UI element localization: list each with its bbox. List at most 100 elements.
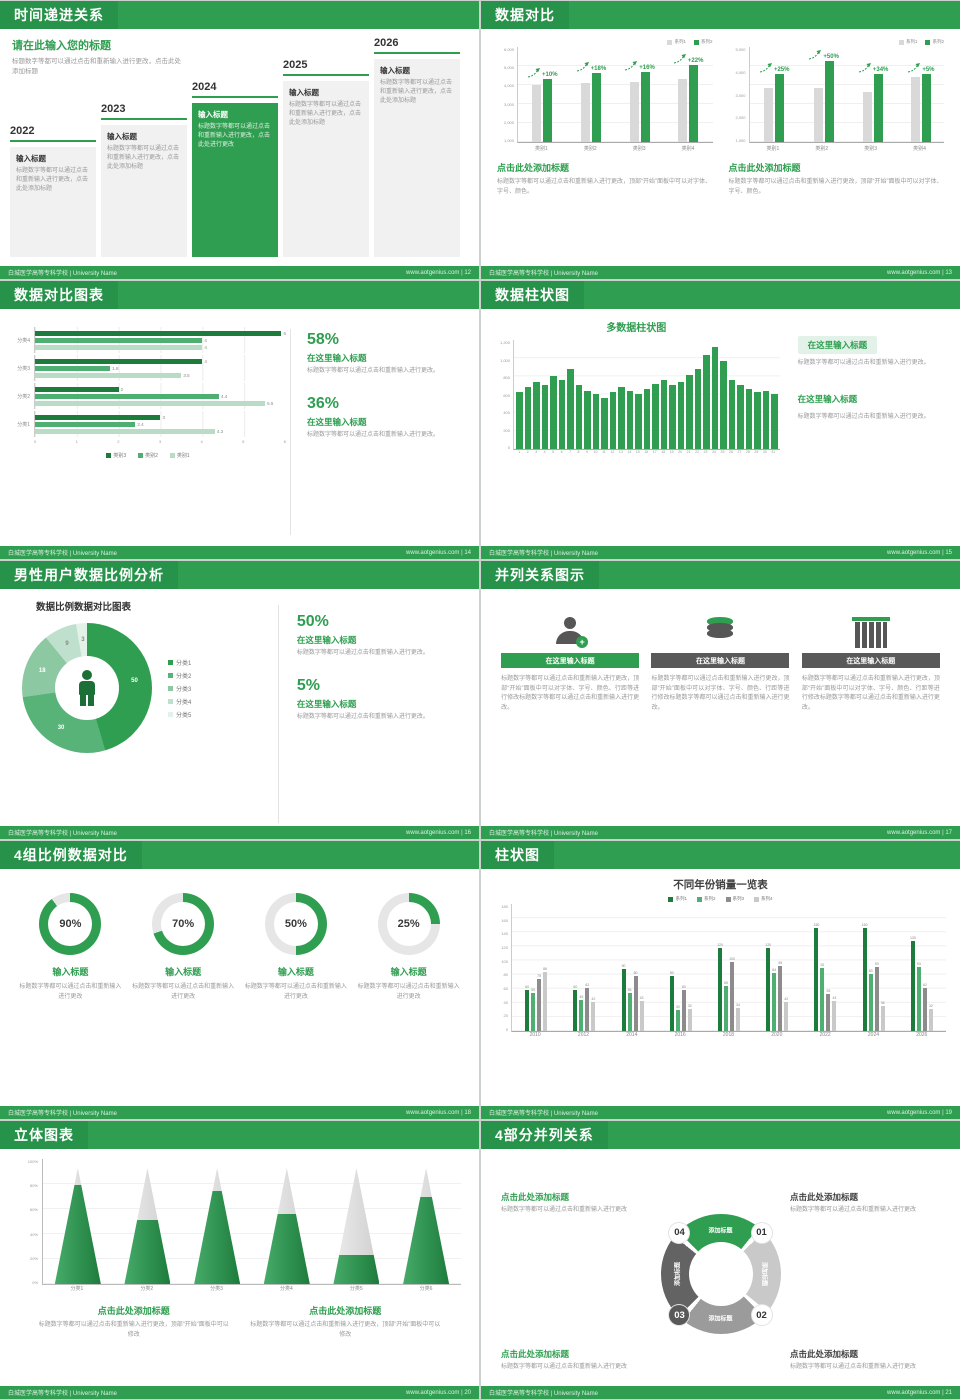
y-tick: 2,000	[735, 115, 746, 121]
grouped-bar-chart: 系列1 系列2 5,000 4,000 3,000 2,000 1,000 +25% +50% +…	[729, 39, 944, 152]
step-number: 03	[669, 1305, 690, 1325]
legend-label: 类别3	[113, 453, 127, 459]
bar	[928, 1009, 933, 1031]
card-body: 标题数字等都可以通过点击和重新输入进行更改，顶部“开始”面板中可以对字体、字号、…	[801, 676, 940, 711]
stat-title: 在这里输入标题	[296, 635, 357, 645]
slide-19-bar-chart[interactable]: 柱状图 不同年份销量一览表 系列1 系列2 系列3 系列4 180 160 140 1…	[481, 841, 960, 1119]
bar-wrap: 80	[669, 904, 674, 1031]
slide-12-time-progression[interactable]: 时间递进关系 请在此输入您的标题 标题数字等都可以通过点击和重新输入进行更改，点…	[0, 1, 479, 279]
timeline-step-2026[interactable]: 2026 输入标题 标题数字等都可以通过点击和重新输入进行更改，点击此处添加标题	[374, 37, 460, 257]
bar	[723, 986, 728, 1031]
bar	[669, 385, 676, 449]
timeline-step-2024-highlight[interactable]: 2024 输入标题 标题数字等都可以通过点击和重新输入进行更改，点击此处进行更改	[192, 81, 278, 257]
chart-plot-area: 1,200 1,000 800 600 400 200 0	[493, 340, 780, 450]
series1-bar	[580, 83, 590, 142]
relation-card[interactable]: 在这里输入标题 标题数字等都可以通过点击和重新输入进行更改，顶部“开始”面板中可…	[651, 611, 790, 839]
slide-header: 4组比例数据对比	[0, 841, 479, 869]
legend-label: 系列3	[732, 896, 745, 901]
bar-wrap: 84	[772, 904, 777, 1031]
ring-center: 50%	[273, 902, 318, 946]
bar-group: +25%	[759, 63, 789, 142]
progress-ring: 90%	[39, 893, 102, 955]
card-header: 在这里输入标题	[651, 653, 790, 668]
timeline-step-2022[interactable]: 2022 输入标题 标题数字等都可以通过点击和重新输入进行更改，点击此处添加标题	[10, 125, 96, 257]
slide-title: 4组比例数据对比	[0, 841, 142, 869]
bar	[910, 941, 915, 1031]
legend-item: 系列1	[667, 39, 686, 45]
page-number: 17	[945, 829, 952, 836]
slide-footer: 白城医学高等专科学校 | University Name www.aotgeni…	[0, 1106, 479, 1119]
slide-16-male-ratio-analysis[interactable]: 男性用户数据比例分析 数据比例数据对比图表 50 30 18 9 3	[0, 561, 479, 839]
relation-card[interactable]: 在这里输入标题 标题数字等都可以通过点击和重新输入进行更改，顶部“开始”面板中可…	[801, 611, 940, 839]
slide-footer: 白城医学高等专科学校 | University Name www.aotgeni…	[481, 826, 960, 839]
plot: +25% +50% +34% +5%	[748, 47, 944, 143]
slide-17-parallel-relation[interactable]: 并列关系图示 + 在这里输入标题 标题数字等都可以通过点击和重新输入进行更改，顶…	[481, 561, 960, 839]
ring-column: 70% 输入标题 标题数字等都可以通过点击和重新输入进行更改	[131, 893, 235, 1002]
bar	[643, 389, 650, 449]
legend-label: 分类1	[176, 660, 192, 667]
value-label: 43	[832, 996, 837, 1000]
bar-wrap: 93	[874, 904, 879, 1031]
bar-group: 分类1 3 2.4 4.3	[10, 411, 286, 437]
relation-card[interactable]: + 在这里输入标题 标题数字等都可以通过点击和重新输入进行更改，顶部“开始”面板…	[501, 611, 639, 839]
progress-ring: 50%	[264, 893, 327, 955]
slide-18-ratio-rings[interactable]: 4组比例数据对比 90% 输入标题 标题数字等都可以通过点击和重新输入进行更改 …	[0, 841, 479, 1119]
bar-group: +22%	[673, 54, 703, 142]
stat-block: 50% 在这里输入标题 标题数字等都可以通过点击和重新输入进行更改。	[297, 613, 479, 659]
x-tick: 13	[618, 450, 623, 454]
value-label: 43	[639, 996, 644, 1000]
slide-15-column-chart[interactable]: 数据柱状图 多数据柱状图 1,200 1,000 800 600 400 200 0 1 2 3 4…	[481, 281, 960, 559]
bar-line: 3.5	[35, 372, 286, 378]
growth-arrow-icon	[809, 50, 822, 60]
footer-site-page: www.aotgenius.com | 13	[887, 270, 952, 276]
timeline-step-2025[interactable]: 2025 输入标题 标题数字等都可以通过点击和重新输入进行更改，点击此处添加标题	[283, 59, 369, 257]
legend-label: 分类2	[176, 673, 192, 680]
ring-center: 90%	[48, 902, 93, 946]
page-number: 13	[945, 269, 952, 276]
bar	[916, 967, 921, 1031]
x-tick: 类别4	[681, 146, 695, 152]
bar-wrap: 36	[880, 904, 885, 1031]
y-tick: 40	[503, 999, 508, 1005]
series2-bar	[640, 72, 650, 142]
growth-arrow-icon	[858, 63, 871, 73]
comparison-panel-left: 系列1 系列2 6,000 5,000 4,000 3,000 2,000 1,000 +10%…	[489, 39, 721, 279]
caption-body: 标题数字等都可以通过点击和重新输入进行更改，顶部“开始”面板中可以对字体、字号、…	[497, 179, 711, 195]
timeline-step-2023[interactable]: 2023 输入标题 标题数字等都可以通过点击和重新输入进行更改，点击此处添加标题	[101, 103, 187, 257]
footer-school: 白城医学高等专科学校 | University Name	[8, 271, 117, 277]
value-label: 30	[675, 1005, 680, 1009]
footer-site: www.aotgenius.com	[887, 829, 941, 836]
x-tick: 8	[577, 450, 580, 454]
bar-wrap: 93	[916, 904, 921, 1031]
male-icon-head	[82, 669, 92, 680]
year-label: 2026	[374, 37, 460, 59]
year-label: 2025	[283, 59, 369, 81]
y-tick: 1,200	[499, 340, 510, 345]
footer-site-page: www.aotgenius.com | 20	[406, 1390, 471, 1396]
slide-21-four-part-relation[interactable]: 4部分并列关系 添加标题 添加标题 添加标题 添加标题 01 02 03 04 点击此处添加标…	[481, 1121, 960, 1399]
bars: 2 4.4 5.5	[34, 383, 286, 409]
ring-title: 输入标题	[277, 967, 314, 977]
y-tick: 1,000	[503, 137, 514, 143]
bar-group: +50%	[808, 50, 839, 142]
value-label: 60	[573, 985, 578, 989]
bar-wrap: 30	[675, 904, 680, 1031]
slide-header: 4部分并列关系	[481, 1121, 960, 1149]
y-tick: 140	[501, 931, 508, 937]
slide-14-comparison-chart[interactable]: 数据对比图表 分类4 6 4 4 分类3 4 1.8 3.5 分类2 2 4.4 5.5 分类1 3 2.4…	[0, 281, 479, 559]
value-label: 42	[784, 997, 789, 1001]
slide-20-cone-chart[interactable]: 立体图表 100% 80% 60% 40% 20% 0% 分类1 分类2 分类3 分类4 分类5 分类…	[0, 1121, 479, 1399]
bar	[737, 385, 744, 449]
growth-callout: +18%	[576, 62, 606, 72]
bar-wrap: 60	[525, 904, 530, 1031]
legend-swatch	[898, 39, 904, 45]
value-label: 2.4	[137, 421, 144, 427]
segment-label: 添加标题	[708, 1316, 733, 1323]
footer-separator: |	[461, 269, 463, 276]
footer-separator: |	[942, 1109, 944, 1116]
bar	[720, 361, 727, 449]
y-tick: 4,000	[503, 83, 514, 89]
ring-percent: 90%	[59, 918, 82, 930]
slide-13-data-comparison[interactable]: 数据对比 系列1 系列2 6,000 5,000 4,000 3,000 2,000 1,00…	[481, 1, 960, 279]
